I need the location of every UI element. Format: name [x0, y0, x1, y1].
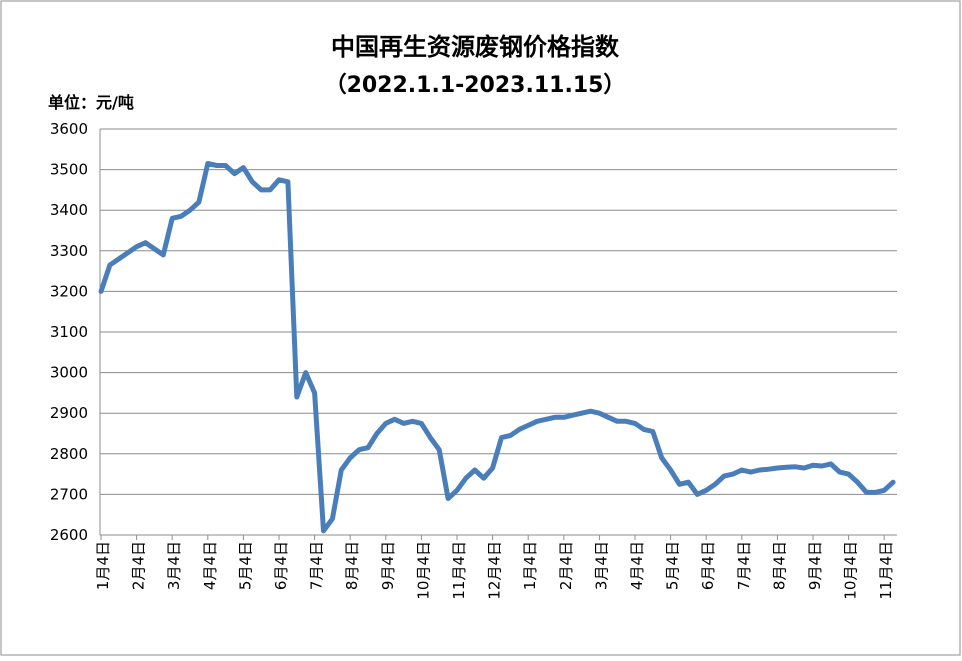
chart-subtitle: （2022.1.1-2023.11.15）: [325, 73, 626, 98]
x-tick-label: 7月4日: [735, 541, 753, 590]
x-tick-label: 10月4日: [414, 541, 432, 600]
x-tick-label: 9月4日: [806, 541, 824, 590]
x-tick-label: 1月4日: [521, 541, 539, 590]
y-tick-label: 2700: [50, 485, 88, 503]
x-tick-label: 6月4日: [699, 541, 717, 590]
y-tick-label: 3400: [50, 201, 88, 219]
unit-label: 单位：元/吨: [48, 93, 134, 112]
x-tick-label: 7月4日: [308, 541, 326, 590]
y-tick-label: 2600: [50, 526, 88, 544]
x-tick-label: 11月4日: [877, 541, 895, 600]
y-tick-label: 3000: [50, 364, 88, 382]
x-tick-label: 3月4日: [165, 541, 183, 590]
y-tick-label: 3100: [50, 323, 88, 341]
x-tick-label: 9月4日: [379, 541, 397, 590]
y-tick-label: 2800: [50, 445, 88, 463]
y-tick-label: 3200: [50, 282, 88, 300]
x-tick-label: 8月4日: [343, 541, 361, 590]
y-tick-label: 2900: [50, 404, 88, 422]
x-tick-label: 11月4日: [450, 541, 468, 600]
y-tick-label: 3600: [50, 120, 88, 138]
x-tick-label: 8月4日: [770, 541, 788, 590]
x-tick-label: 5月4日: [664, 541, 682, 590]
x-tick-label: 10月4日: [842, 541, 860, 600]
x-tick-label: 4月4日: [628, 541, 646, 590]
chart-title: 中国再生资源废钢价格指数: [331, 33, 620, 61]
x-tick-label: 6月4日: [272, 541, 290, 590]
x-tick-label: 2月4日: [557, 541, 575, 590]
x-tick-label: 4月4日: [201, 541, 219, 590]
x-tick-label: 2月4日: [130, 541, 148, 590]
data-line: [98, 161, 896, 534]
y-tick-label: 3300: [50, 242, 88, 260]
x-tick-label: 5月4日: [236, 541, 254, 590]
y-tick-label: 3500: [50, 161, 88, 179]
x-tick-label: 1月4日: [94, 541, 112, 590]
x-tick-label: 12月4日: [486, 541, 504, 600]
x-tick-label: 3月4日: [592, 541, 610, 590]
